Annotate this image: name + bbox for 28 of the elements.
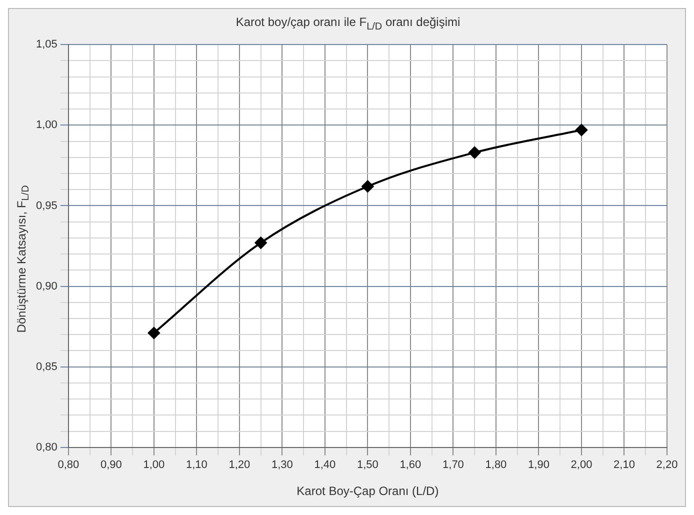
- x-tick-label: 1,40: [314, 459, 336, 472]
- x-tick-label: 0,90: [100, 459, 122, 472]
- x-tick-label: 2,20: [656, 459, 678, 472]
- x-tick-label: 1,90: [528, 459, 550, 472]
- x-tick-label: 1,80: [485, 459, 507, 472]
- x-tick-label: 1,30: [271, 459, 293, 472]
- x-tick-label: 2,10: [614, 459, 635, 472]
- y-tick-label: 0,90: [36, 280, 58, 292]
- point: [362, 180, 374, 192]
- x-tick-label: 0,80: [58, 459, 80, 472]
- x-tick-label: 1,50: [356, 459, 378, 472]
- x-tick-label: 1,20: [228, 459, 250, 472]
- point: [468, 146, 481, 159]
- x-tick-label: 1,60: [400, 459, 422, 472]
- x-tick-label: 1,10: [186, 459, 208, 472]
- point: [254, 236, 267, 249]
- y-tick-label: 0,85: [36, 360, 58, 373]
- y-tick-label: 1,05: [36, 38, 58, 51]
- point: [148, 327, 160, 340]
- x-tick-label: 1,70: [442, 459, 464, 472]
- y-tick-label: 0,95: [36, 200, 58, 212]
- chart-title: Karot boy/çap oranı ile F$_{L/D}$ oranı değişimi: [234, 15, 462, 32]
- y-tick-label: 1,00: [36, 119, 58, 132]
- point: [575, 124, 588, 136]
- x-tick-label: 2,00: [570, 459, 592, 472]
- x-axis-title: Karot Boy-Çap Oranı (L/D): [296, 484, 439, 498]
- y-tick-label: 0,80: [36, 441, 58, 454]
- x-tick-label: 1,00: [143, 459, 165, 472]
